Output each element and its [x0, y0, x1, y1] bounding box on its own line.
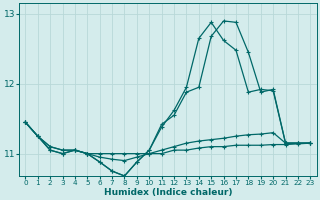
- X-axis label: Humidex (Indice chaleur): Humidex (Indice chaleur): [104, 188, 232, 197]
